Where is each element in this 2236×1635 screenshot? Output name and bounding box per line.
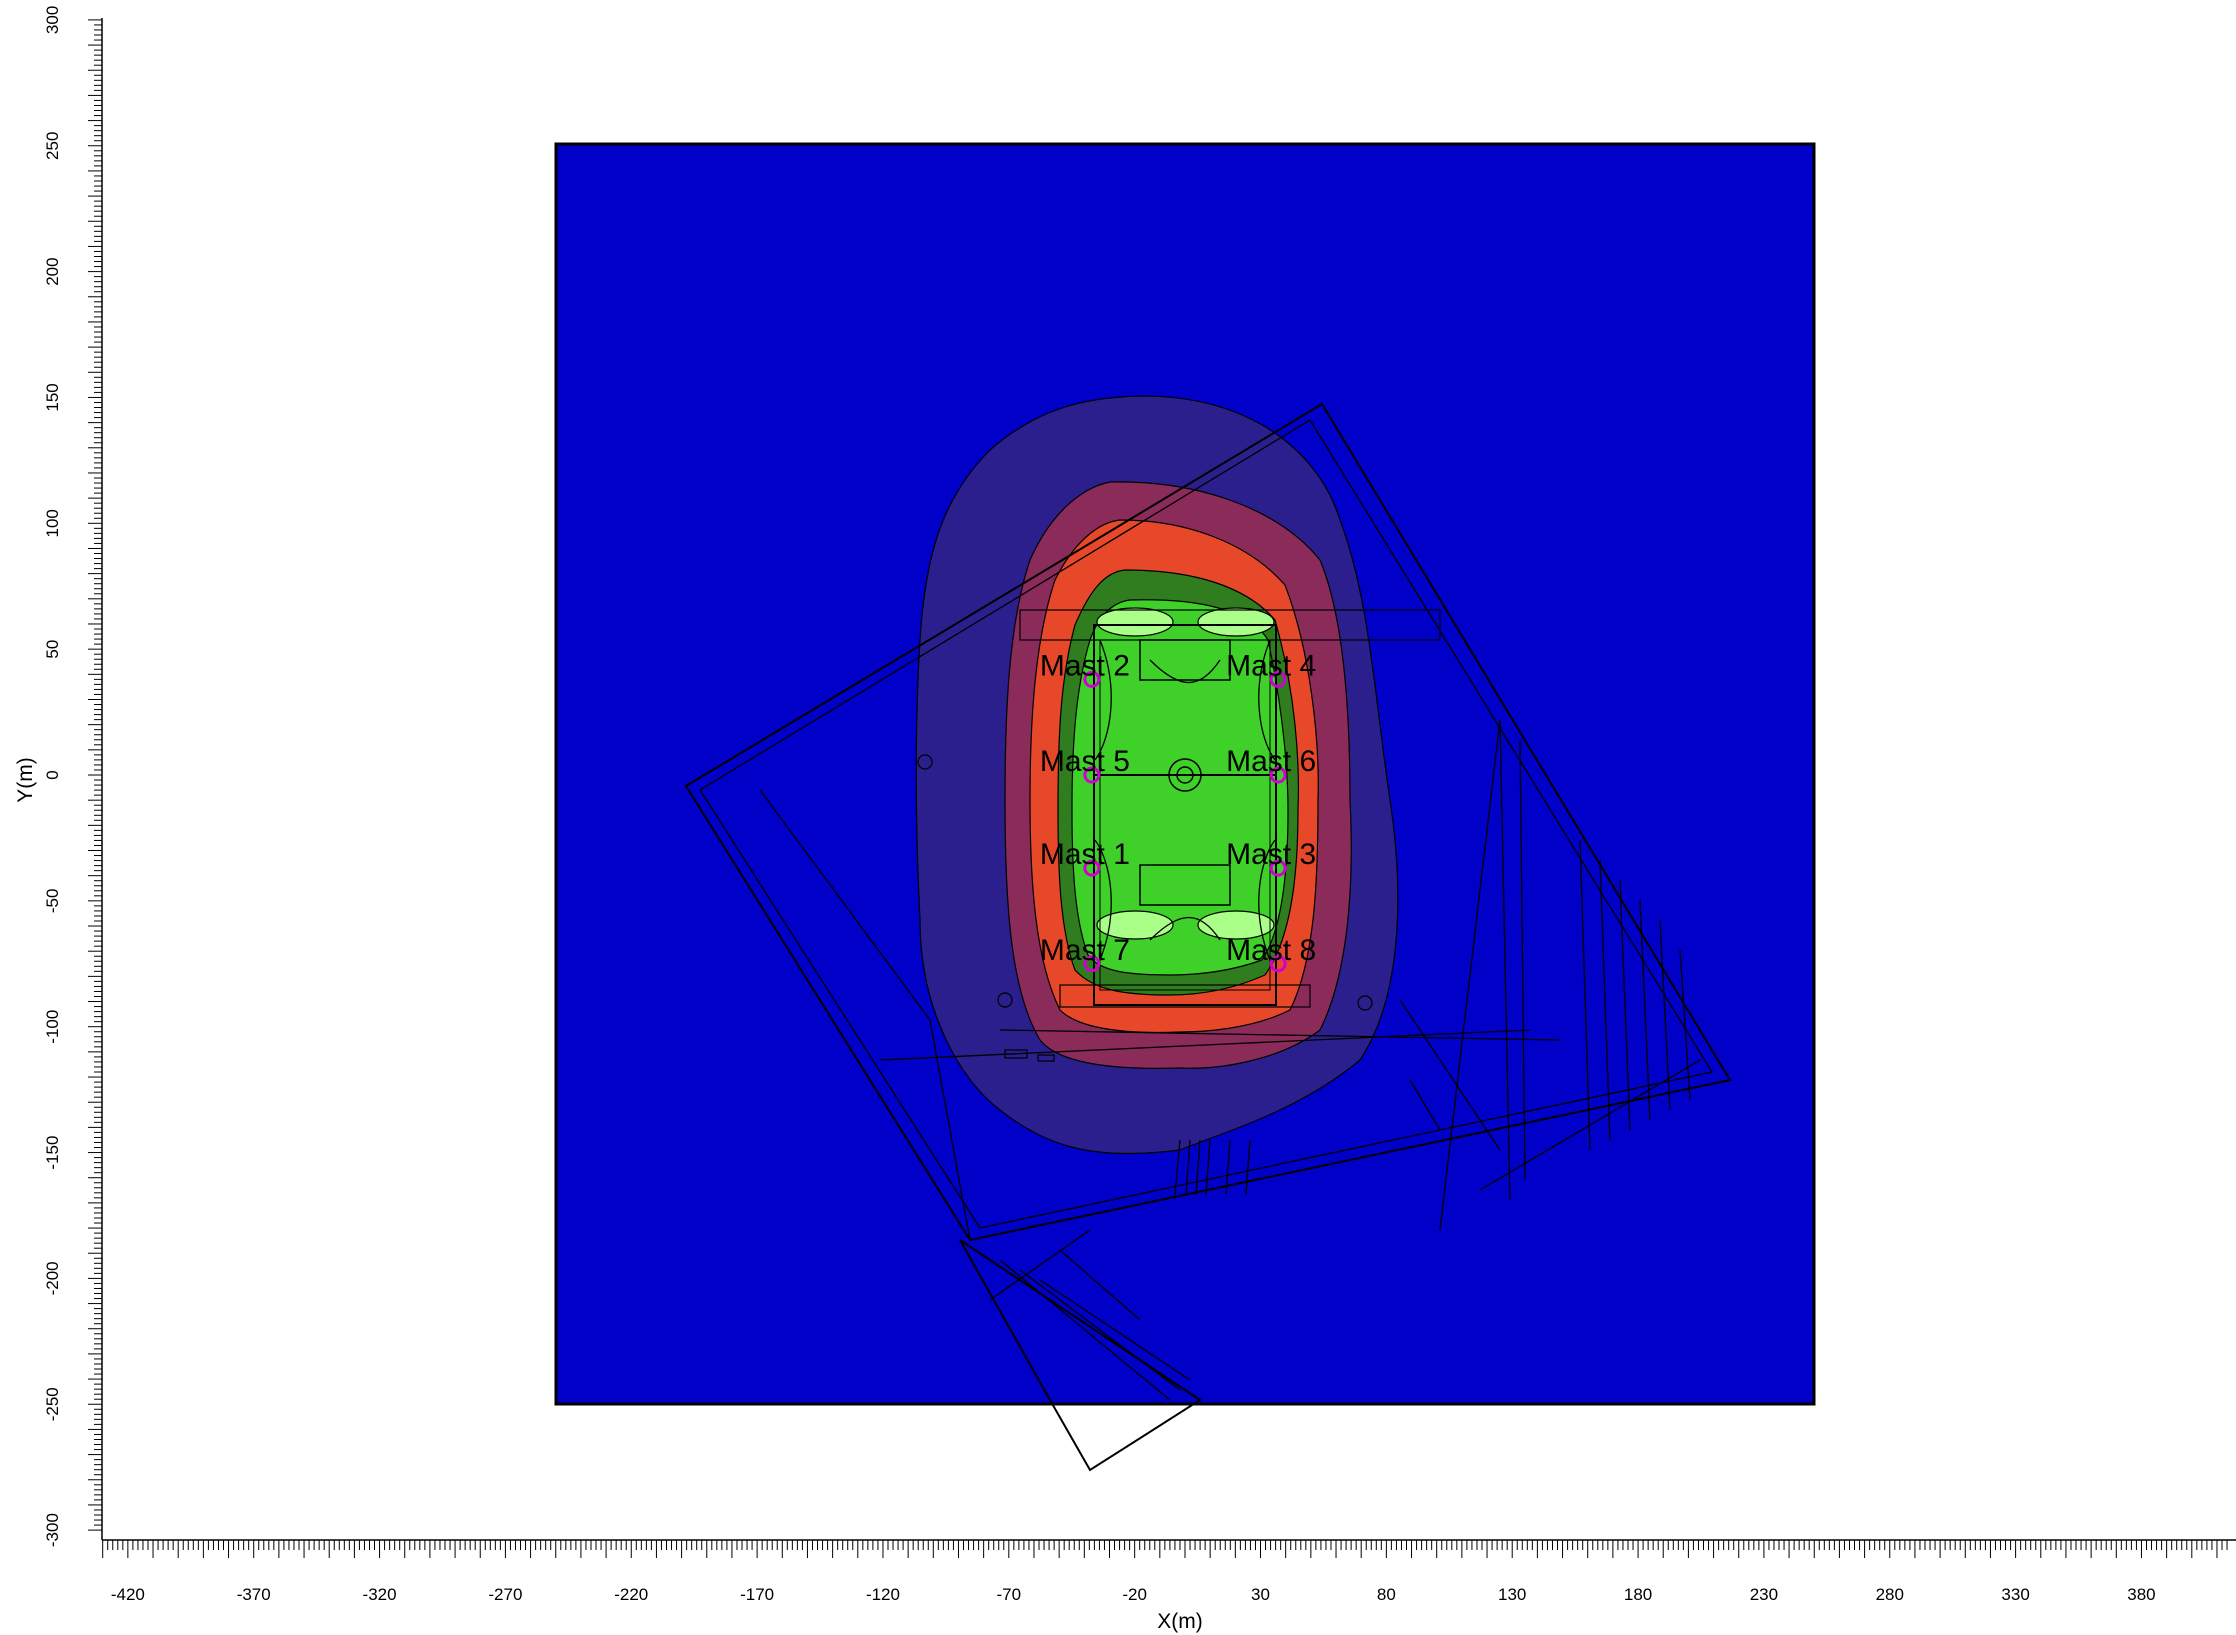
- x-tick-label: 230: [1750, 1585, 1778, 1604]
- pitch-outline: [1093, 624, 1277, 1006]
- stand-block: [1059, 984, 1311, 1008]
- x-tick-label: 30: [1251, 1585, 1270, 1604]
- mast-label: Mast 5: [1040, 745, 1130, 778]
- x-tick-label: 330: [2001, 1585, 2029, 1604]
- site-marker: [917, 754, 933, 770]
- penalty-box-bottom: [1139, 864, 1231, 906]
- y-tick-label: 100: [43, 509, 62, 537]
- small-structure: [1004, 1049, 1028, 1059]
- x-tick-label: 130: [1498, 1585, 1526, 1604]
- mast-label: Mast 7: [1040, 934, 1130, 967]
- y-axis-label: Y(m): [14, 757, 37, 803]
- site-hatching: [1174, 1139, 1251, 1196]
- mast-label: Mast 8: [1226, 934, 1316, 967]
- y-tick-label: 50: [43, 640, 62, 659]
- y-tick-label: 300: [43, 6, 62, 34]
- x-tick-label: -370: [237, 1585, 271, 1604]
- mast-marker: [1269, 766, 1287, 784]
- x-tick-label: 280: [1876, 1585, 1904, 1604]
- building-block-lines: [999, 1249, 1191, 1401]
- mast-marker: [1269, 859, 1287, 877]
- y-tick-label: 0: [43, 770, 62, 779]
- contour-hotspot: [1197, 910, 1275, 940]
- contour-line: [1094, 639, 1276, 961]
- centre-circle-inner: [1176, 766, 1194, 784]
- mast-marker: [1269, 670, 1287, 688]
- contour-hotspot: [1197, 607, 1275, 637]
- x-tick-label: 380: [2127, 1585, 2155, 1604]
- mast-label: Mast 2: [1040, 649, 1130, 682]
- contour-hotspot: [1096, 910, 1174, 940]
- contour-hotspot: [1096, 607, 1174, 637]
- x-tick-label: -70: [997, 1585, 1022, 1604]
- mast-label: Mast 6: [1226, 745, 1316, 778]
- mast-marker: [1083, 670, 1101, 688]
- mast-marker: [1083, 955, 1101, 973]
- site-lines: [759, 719, 1701, 1301]
- x-tick-label: 180: [1624, 1585, 1652, 1604]
- x-tick-label: 80: [1377, 1585, 1396, 1604]
- y-tick-label: -150: [43, 1136, 62, 1170]
- x-tick-label: -220: [614, 1585, 648, 1604]
- x-axis-label: X(m): [1157, 1610, 1203, 1633]
- small-structure: [1037, 1054, 1055, 1062]
- y-tick-label: -250: [43, 1387, 62, 1421]
- y-tick-label: -100: [43, 1010, 62, 1044]
- x-tick-label: -320: [363, 1585, 397, 1604]
- mast-label: Mast 4: [1226, 649, 1316, 682]
- y-tick-label: 150: [43, 383, 62, 411]
- site-marker: [997, 992, 1013, 1008]
- mast-marker: [1269, 955, 1287, 973]
- centre-circle: [1168, 758, 1202, 792]
- x-tick-label: -20: [1122, 1585, 1147, 1604]
- y-tick-label: -200: [43, 1261, 62, 1295]
- mast-marker: [1083, 859, 1101, 877]
- site-hatching: [1499, 719, 1691, 1201]
- contour-line: [1149, 659, 1221, 941]
- y-tick-label: 200: [43, 257, 62, 285]
- x-tick-label: -420: [111, 1585, 145, 1604]
- y-axis: 300 250 200 150 100 50 0 -50 -100 -150 -200 -250 -30…: [43, 6, 103, 1547]
- stand-block: [1019, 609, 1441, 641]
- y-tick-label: 250: [43, 132, 62, 160]
- site-plan: [684, 402, 1732, 1472]
- building-block: [959, 1239, 1202, 1472]
- site-marker: [1357, 995, 1373, 1011]
- mast-label: Mast 3: [1226, 838, 1316, 871]
- x-tick-label: -120: [866, 1585, 900, 1604]
- masts-layer: Mast 2 Mast 4 Mast 5 Mast 6 Mast 1 Mast 3 Mast…: [1040, 649, 1316, 973]
- x-tick-label: -270: [488, 1585, 522, 1604]
- site-boundary-inner: [699, 419, 1714, 1229]
- mast-marker: [1083, 766, 1101, 784]
- y-tick-label: -50: [43, 889, 62, 914]
- mast-label: Mast 1: [1040, 838, 1130, 871]
- x-axis: -420 -370 -320 -270 -220 -170 -120 -70 -20 30 80 13…: [102, 1539, 2236, 1604]
- x-tick-label: -170: [740, 1585, 774, 1604]
- y-tick-label: -300: [43, 1513, 62, 1547]
